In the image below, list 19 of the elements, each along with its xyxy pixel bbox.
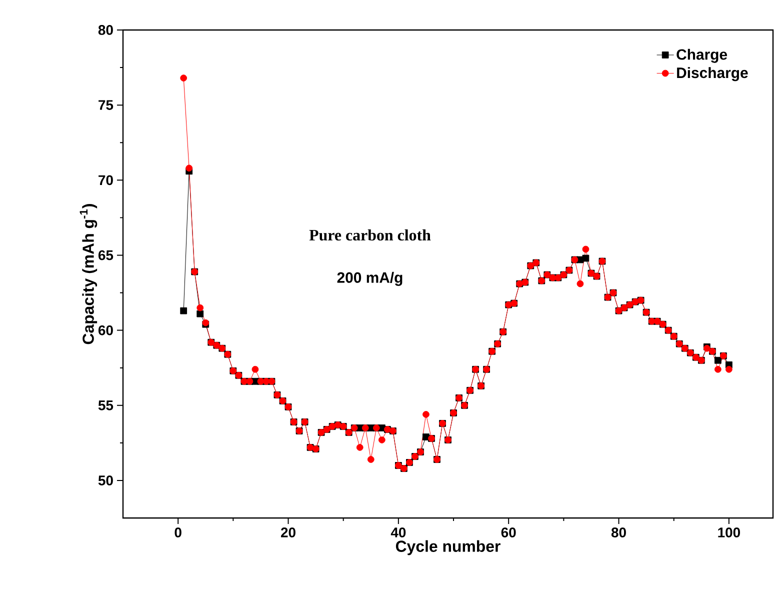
y-tick-label: 70: [98, 175, 113, 186]
annotation: Pure carbon cloth: [309, 229, 431, 241]
y-tick-label: 60: [98, 325, 113, 336]
x-axis-title: Cycle number: [396, 540, 500, 556]
x-tick-label: 0: [174, 528, 182, 538]
x-tick-label: 20: [280, 528, 296, 538]
x-tick-label: 80: [611, 528, 626, 538]
y-tick-label: 55: [98, 400, 114, 410]
y-tick-label: 50: [98, 476, 113, 486]
y-axis-title: Capacity (mAh g$^{-1}$): [80, 204, 98, 344]
y-tick-label: 80: [98, 25, 113, 35]
annotation: 200 mA/g: [337, 272, 402, 286]
x-tick-label: 100: [718, 528, 740, 538]
x-tick-label: 60: [501, 528, 516, 538]
x-tick-label: 40: [390, 528, 406, 538]
y-tick-label: 75: [98, 100, 114, 110]
y-tick-label: 65: [98, 250, 114, 260]
legend-label: Charge: [676, 48, 728, 63]
legend-label: Discharge: [677, 67, 748, 82]
